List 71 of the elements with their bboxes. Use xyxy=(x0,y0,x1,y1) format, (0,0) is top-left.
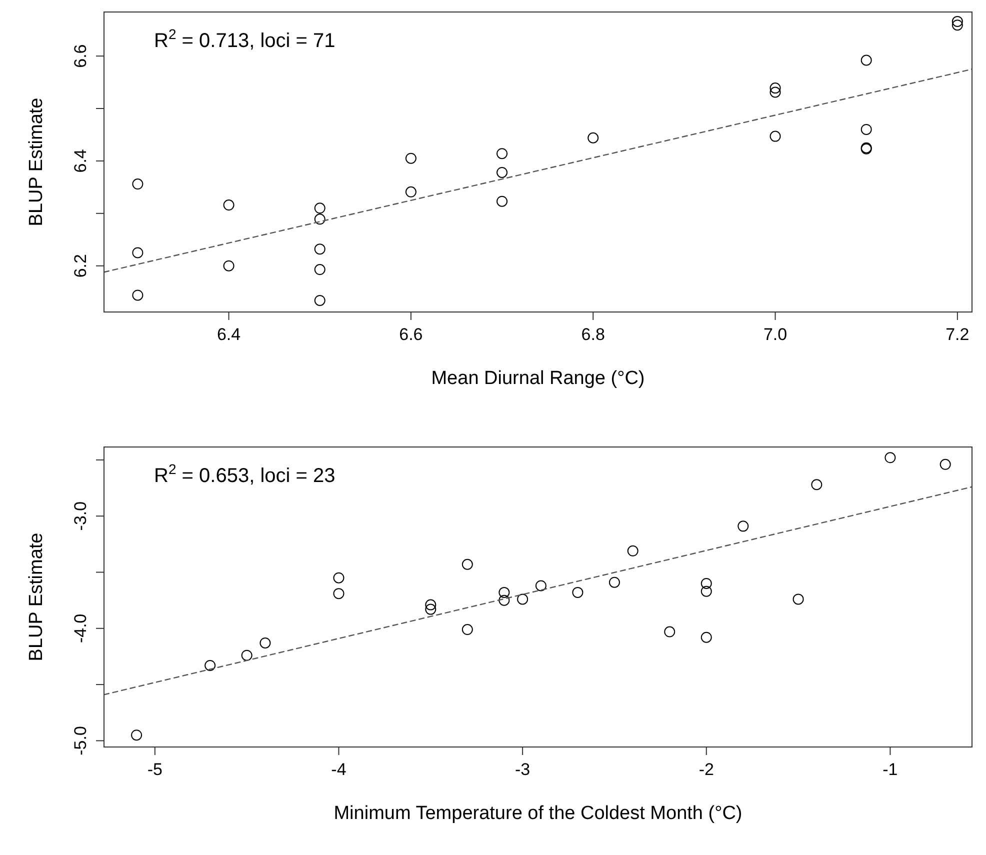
y-tick-label: -4.0 xyxy=(71,614,90,644)
point xyxy=(770,86,781,98)
point xyxy=(770,82,781,94)
point xyxy=(314,294,326,306)
x-tick-label: 7.0 xyxy=(763,325,788,344)
x-tick-label: -4 xyxy=(331,760,346,779)
point xyxy=(223,260,234,272)
point xyxy=(333,572,344,584)
point xyxy=(700,578,712,589)
point xyxy=(535,580,546,592)
point xyxy=(496,166,508,178)
annotation: R$^{2}$ = 0.713, loci = 71 xyxy=(154,26,336,52)
point xyxy=(425,604,436,615)
point xyxy=(241,650,252,661)
point xyxy=(664,626,676,638)
point xyxy=(608,576,620,588)
point xyxy=(498,594,510,606)
y-tick-label: -5.0 xyxy=(71,726,90,756)
point xyxy=(462,624,473,636)
point xyxy=(223,200,234,211)
x-tick-label: -2 xyxy=(698,760,714,779)
point xyxy=(572,586,584,598)
point xyxy=(884,452,896,464)
point xyxy=(132,247,144,258)
annotation: R$^{2}$ = 0.653, loci = 23 xyxy=(154,461,336,487)
point xyxy=(627,545,638,556)
point xyxy=(260,637,271,648)
x-tick-label: 6.6 xyxy=(399,325,423,344)
y-tick-label: -3.0 xyxy=(71,501,90,531)
point xyxy=(517,594,528,605)
y-tick-label: 6.4 xyxy=(71,149,90,173)
point xyxy=(405,186,416,198)
point xyxy=(940,458,951,470)
point xyxy=(132,178,144,190)
point xyxy=(131,730,142,741)
point xyxy=(700,586,712,597)
point xyxy=(811,479,822,490)
point xyxy=(314,214,326,225)
x-axis-title: Mean Diurnal Range (°C) xyxy=(431,368,645,389)
x-axis-title: Minimum Temperature of the Coldest Month (°C) xyxy=(334,803,742,824)
point xyxy=(462,558,473,570)
point xyxy=(588,132,599,144)
point xyxy=(496,196,508,207)
x-tick-label: -1 xyxy=(882,760,898,779)
point xyxy=(314,264,326,276)
point xyxy=(496,148,508,160)
point xyxy=(498,586,510,598)
x-tick-label: -3 xyxy=(514,760,530,779)
y-axis-title: BLUP Estimate xyxy=(26,98,47,226)
point xyxy=(314,202,326,214)
point xyxy=(425,599,436,610)
point xyxy=(860,54,872,66)
point xyxy=(405,152,416,164)
x-tick-label: 7.2 xyxy=(946,325,970,344)
point xyxy=(738,520,749,532)
x-tick-label: -5 xyxy=(147,760,162,779)
y-tick-label: 6.2 xyxy=(71,254,90,278)
y-axis-title: BLUP Estimate xyxy=(26,532,47,662)
y-tick-label: 6.6 xyxy=(71,44,90,68)
point xyxy=(952,16,963,27)
point xyxy=(700,632,712,643)
point xyxy=(952,20,963,31)
point xyxy=(333,588,344,600)
point xyxy=(132,290,144,301)
point xyxy=(860,124,872,135)
point xyxy=(792,594,804,605)
point xyxy=(204,660,216,671)
point xyxy=(314,244,326,255)
x-tick-label: 6.8 xyxy=(581,325,605,344)
point xyxy=(770,130,781,142)
x-tick-label: 6.4 xyxy=(216,325,241,344)
